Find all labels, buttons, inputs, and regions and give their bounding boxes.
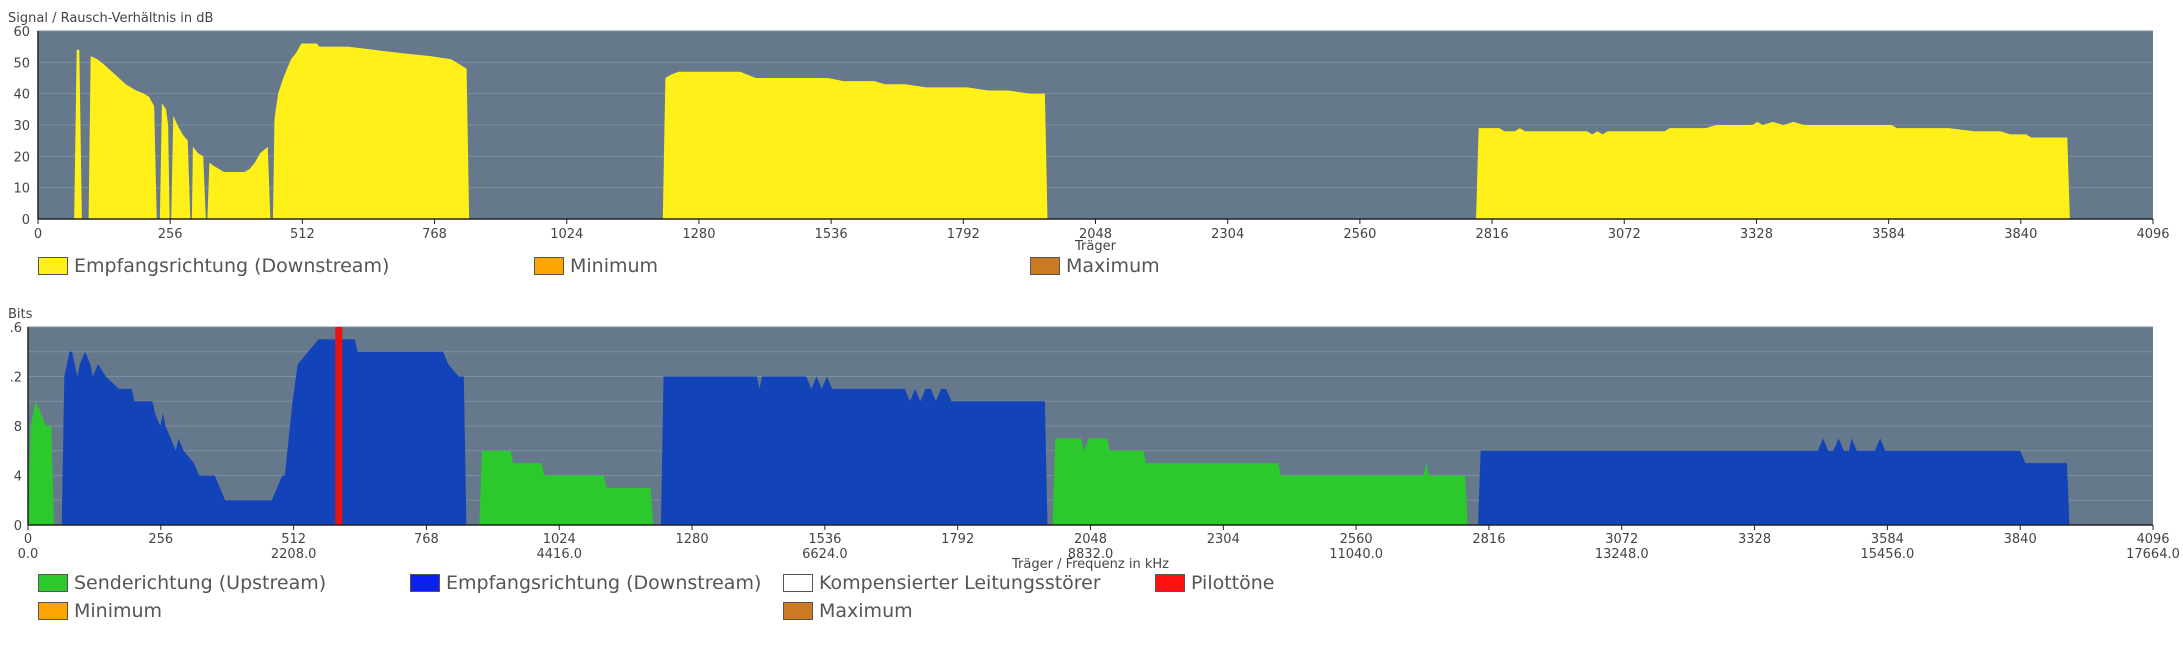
x-axis-label: Träger / Frequenz in kHz (1011, 557, 1169, 572)
x-tick-label: 4096 (2136, 227, 2169, 242)
x-tick-label: 1792 (941, 532, 974, 547)
y-tick-label: 50 (13, 56, 30, 71)
legend-label-minimum-2: Minimum (74, 600, 163, 622)
legend-swatch-crosstalk (783, 574, 813, 592)
x-tick-label: 0 (34, 227, 42, 242)
legend-swatch-maximum-2 (783, 602, 813, 620)
x-tick-label: 3072 (1608, 227, 1641, 242)
x-tick-label: 2816 (1476, 227, 1509, 242)
x-tick-label: 3072 (1605, 532, 1638, 547)
x-tick-label: 2304 (1211, 227, 1244, 242)
legend-upstream: Senderichtung (Upstream) (38, 572, 326, 594)
legend-swatch-maximum (1030, 257, 1060, 275)
x-tick-label: 1024 (543, 532, 576, 547)
x-tick-label: 3328 (1740, 227, 1773, 242)
legend-swatch-pilot (1155, 574, 1185, 592)
x-tick-label-khz: 8832.0 (1068, 547, 1114, 562)
chart-title-snr: Signal / Rausch-Verhältnis in dB (8, 11, 213, 26)
y-tick-label: 4 (14, 470, 22, 485)
y-tick-label: 60 (13, 25, 30, 40)
legend-downstream-2: Empfangsrichtung (Downstream) (410, 572, 761, 594)
x-tick-label: 256 (158, 227, 183, 242)
x-tick-label: 768 (422, 227, 447, 242)
x-tick-label: 1024 (550, 227, 583, 242)
legend-minimum-2: Minimum (38, 600, 162, 622)
x-tick-label: 512 (290, 227, 315, 242)
x-tick-label: 1792 (947, 227, 980, 242)
series-area-downstream (1478, 438, 2070, 525)
legend-maximum-2: Maximum (783, 600, 913, 622)
x-tick-label-khz: 15456.0 (1860, 547, 1914, 562)
y-tick-label: 0 (22, 213, 30, 228)
x-tick-label-khz: 6624.0 (802, 547, 848, 562)
legend-swatch-minimum-2 (38, 602, 68, 620)
x-tick-label: 1536 (808, 532, 841, 547)
x-tick-label: 3584 (1872, 227, 1905, 242)
y-tick-label: 0 (14, 519, 22, 534)
legend-label-downstream: Empfangsrichtung (Downstream) (74, 255, 390, 277)
x-tick-label: 1536 (815, 227, 848, 242)
x-tick-label: 3840 (2004, 532, 2037, 547)
legend-swatch-minimum (534, 257, 564, 275)
x-tick-label-khz: 0.0 (18, 547, 39, 562)
y-tick-label: 20 (13, 150, 30, 165)
x-tick-label-khz: 2208.0 (271, 547, 317, 562)
x-tick-label: 3840 (2004, 227, 2037, 242)
x-tick-label: 2560 (1343, 227, 1376, 242)
legend-crosstalk: Kompensierter Leitungsstörer (783, 572, 1101, 594)
x-axis-label: Träger (1074, 239, 1117, 254)
x-tick-label: 2048 (1079, 227, 1112, 242)
legend-maximum: Maximum (1030, 255, 1160, 277)
y-tick-label: .2 (10, 371, 22, 386)
x-tick-label: 2560 (1340, 532, 1373, 547)
legend-label-upstream: Senderichtung (Upstream) (74, 572, 327, 594)
series-area-upstream (28, 401, 54, 525)
legend-label-maximum-2: Maximum (819, 600, 913, 622)
x-tick-label: 512 (281, 532, 306, 547)
series-area-upstream (1052, 438, 1468, 525)
y-tick-label: 30 (13, 119, 30, 134)
legend-label-crosstalk: Kompensierter Leitungsstörer (819, 572, 1101, 594)
x-tick-label: 1280 (676, 532, 709, 547)
x-tick-label-khz: 17664.0 (2126, 547, 2180, 562)
x-tick-label: 2048 (1074, 532, 1107, 547)
x-tick-label: 2304 (1207, 532, 1240, 547)
series-area-downstream (38, 43, 2153, 220)
series-area-upstream (479, 450, 654, 525)
legend-label-maximum: Maximum (1066, 255, 1160, 277)
x-tick-label: 4096 (2136, 532, 2169, 547)
legend-label-pilot: Pilottöne (1191, 572, 1275, 594)
legend-label-minimum: Minimum (570, 255, 659, 277)
x-tick-label-khz: 11040.0 (1329, 547, 1383, 562)
legend-label-downstream-2: Empfangsrichtung (Downstream) (446, 572, 762, 594)
x-tick-label-khz: 4416.0 (537, 547, 583, 562)
legend-downstream: Empfangsrichtung (Downstream) (38, 255, 389, 277)
legend-minimum: Minimum (534, 255, 658, 277)
y-axis-label-bits: Bits (8, 307, 33, 322)
x-tick-label: 256 (148, 532, 173, 547)
x-tick-label-khz: 13248.0 (1595, 547, 1649, 562)
x-tick-label: 1280 (682, 227, 715, 242)
y-tick-label: 8 (14, 420, 22, 435)
legend-swatch-downstream (38, 257, 68, 275)
x-tick-label: 3328 (1738, 532, 1771, 547)
series-area-downstream (660, 376, 1048, 525)
series-area-downstream (61, 339, 467, 525)
x-tick-label: 768 (414, 532, 439, 547)
x-tick-label: 3584 (1871, 532, 1904, 547)
legend-pilot: Pilottöne (1155, 572, 1274, 594)
x-tick-label: 2816 (1472, 532, 1505, 547)
y-tick-label: 40 (13, 88, 30, 103)
y-tick-label: .6 (10, 321, 22, 336)
x-tick-label: 0 (24, 532, 32, 547)
pilot-tone-marker (335, 327, 343, 525)
legend-swatch-downstream-2 (410, 574, 440, 592)
y-tick-label: 10 (13, 182, 30, 197)
legend-swatch-upstream (38, 574, 68, 592)
